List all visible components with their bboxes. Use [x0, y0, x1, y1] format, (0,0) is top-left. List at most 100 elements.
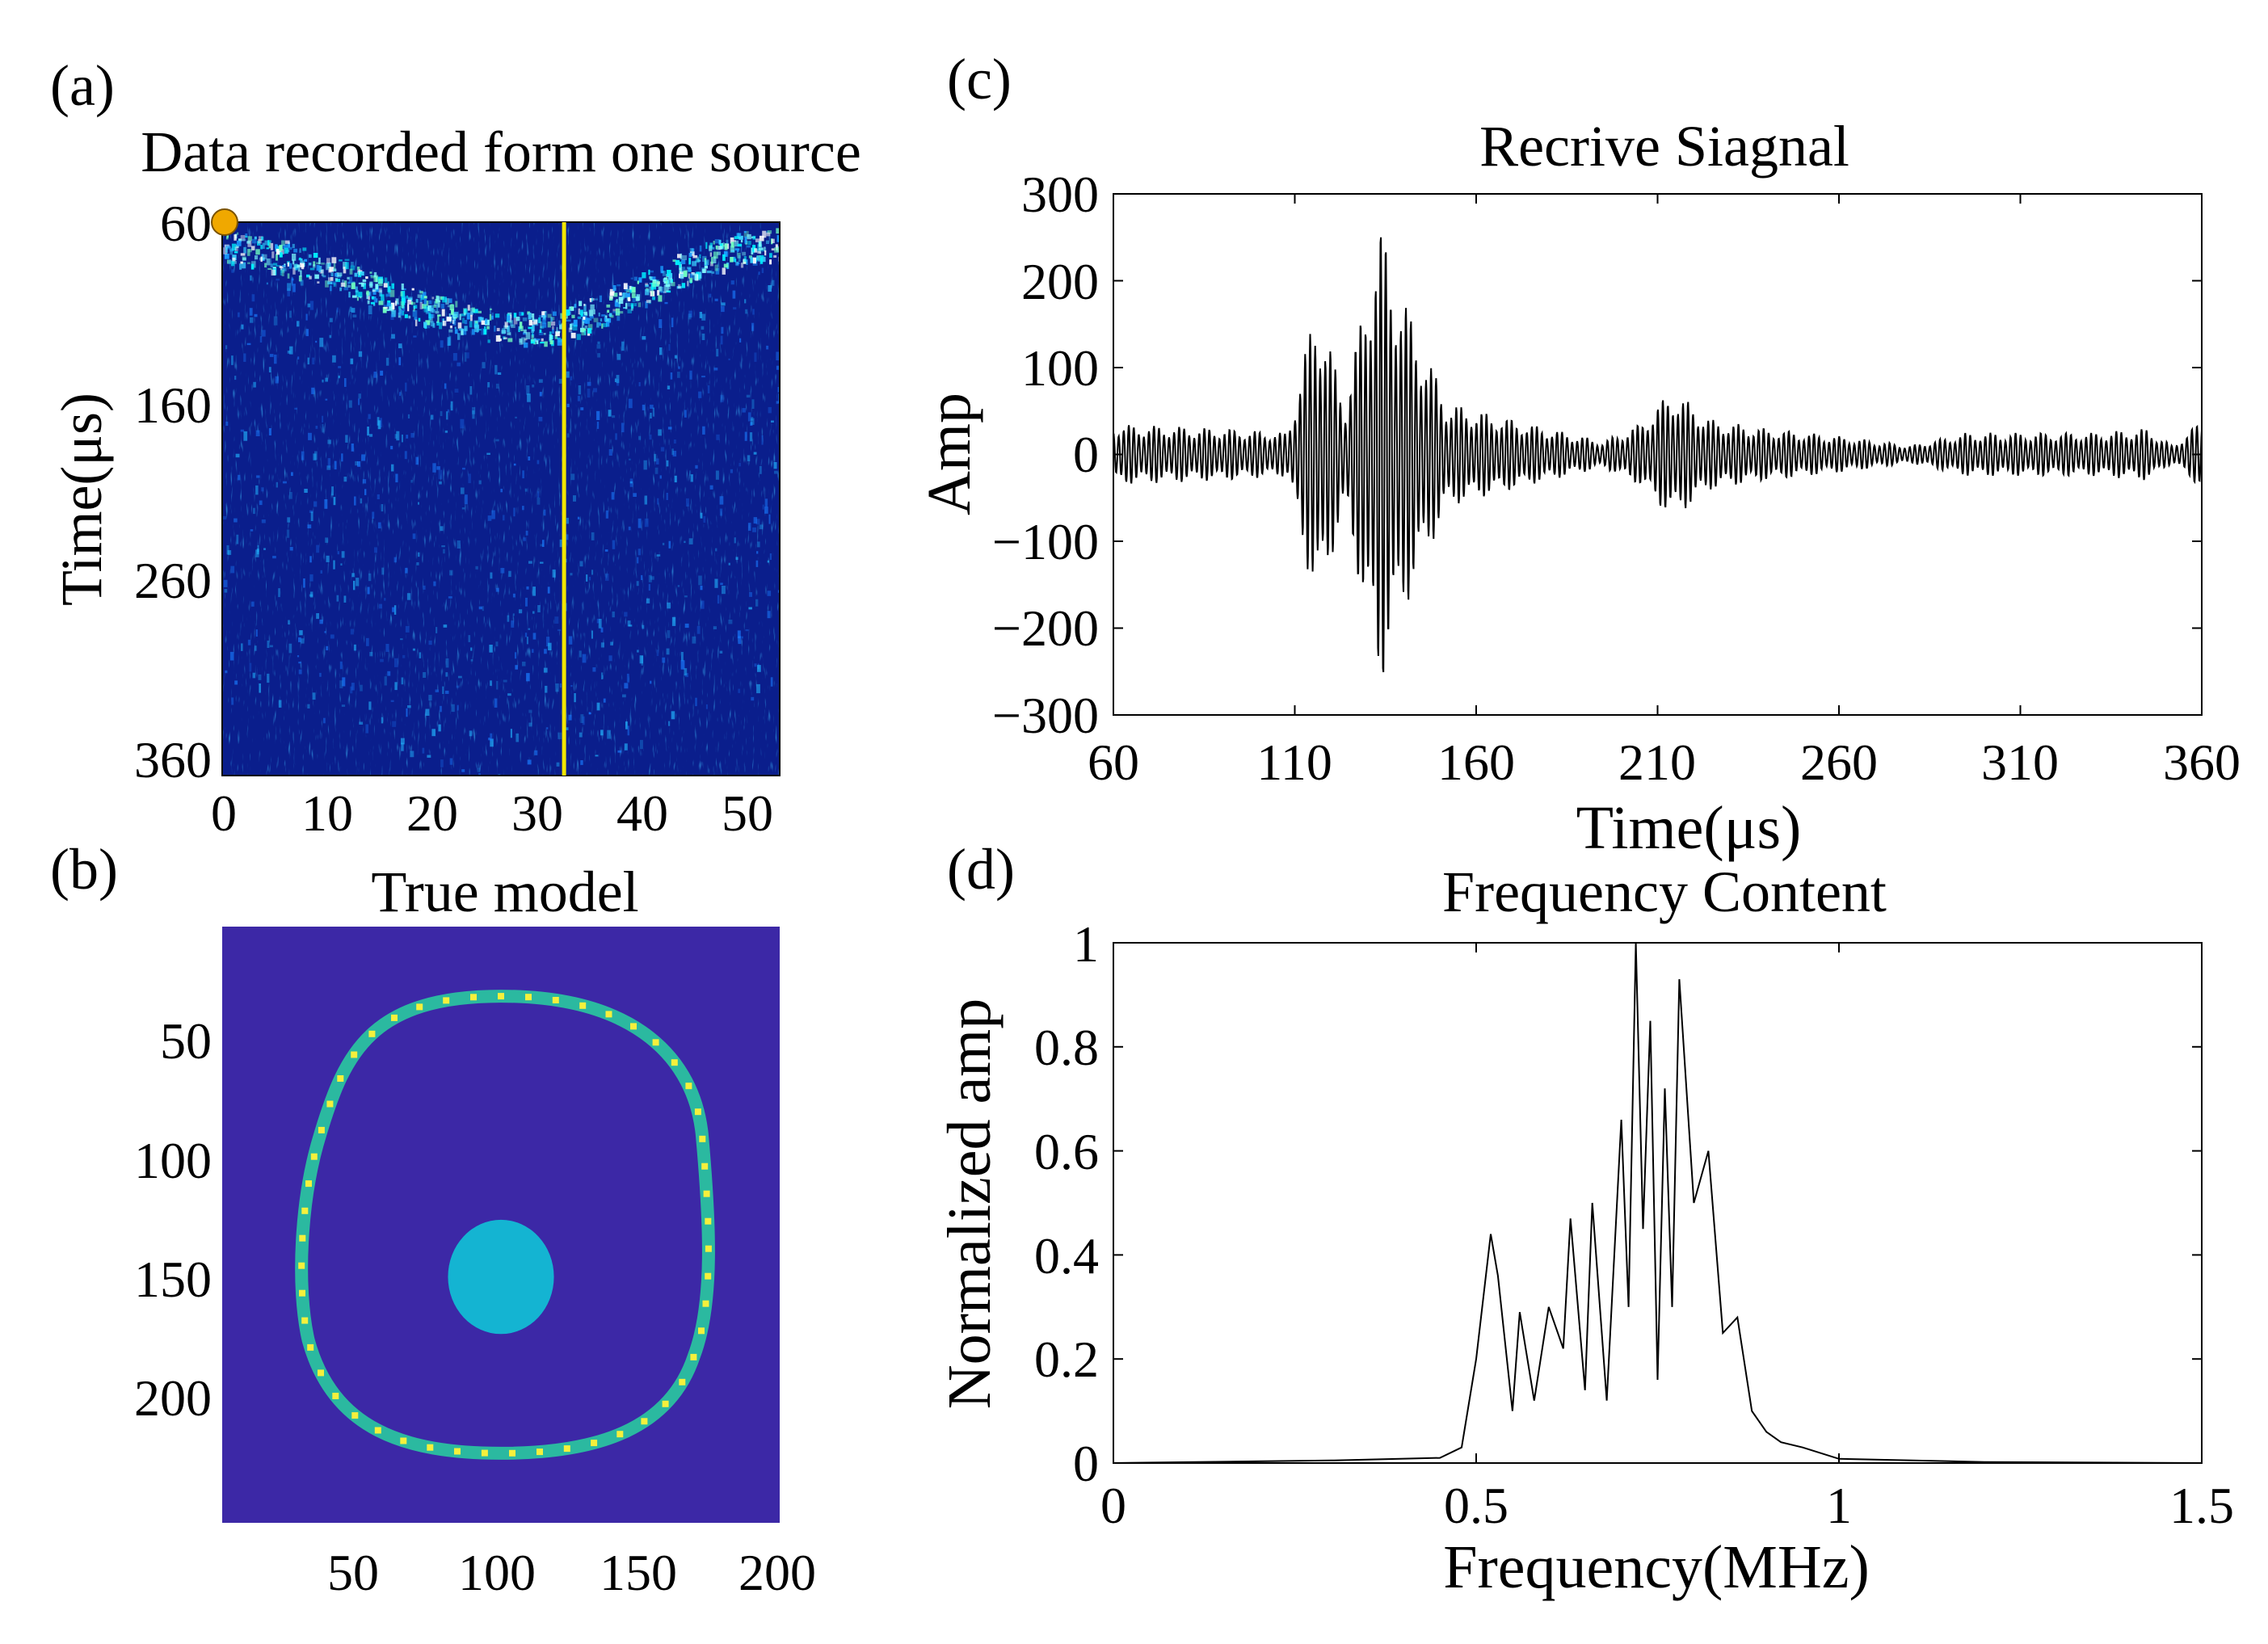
panel-a-scatter-speckle — [698, 575, 702, 586]
panel-a-arrival-speckle — [473, 309, 478, 313]
panel-a-arrival-speckle — [540, 321, 542, 329]
panel-a-scatter-speckle — [559, 539, 562, 548]
panel-a-arrival-speckle — [649, 282, 652, 284]
panel-a-scatter-speckle — [309, 301, 314, 310]
panel-a-arrival-speckle — [507, 332, 511, 335]
panel-a-scatter-speckle — [358, 398, 360, 406]
panel-a-scatter-speckle — [423, 585, 426, 590]
panel-a-scatter-speckle — [527, 759, 532, 765]
panel-a-arrival-speckle — [769, 253, 772, 259]
panel-a-scatter-speckle — [223, 579, 228, 587]
panel-a-xtick-label: 40 — [616, 784, 668, 842]
panel-d-ylabel: Normalized amp — [936, 999, 1004, 1410]
panel-a-arrival-speckle — [293, 265, 299, 270]
panel-d-frame — [1113, 942, 2203, 1464]
panel-a-arrival-speckle — [225, 246, 228, 254]
panel-b: (b) True model 50 100 150 200 50 100 150… — [50, 837, 816, 1601]
panel-a-arrival-speckle — [427, 309, 429, 314]
panel-a-scatter-speckle — [528, 456, 531, 460]
panel-a-arrival-speckle — [519, 311, 524, 317]
panel-a-scatter-speckle — [721, 306, 725, 313]
panel-c-xtick-label: 110 — [1256, 734, 1332, 791]
panel-a-arrival-speckle — [496, 327, 500, 331]
panel-a-scatter-speckle — [398, 343, 402, 349]
panel-a-arrival-speckle — [322, 275, 326, 278]
panel-a-scatter-speckle — [478, 773, 481, 776]
panel-a-arrival-speckle — [234, 251, 238, 254]
panel-a-arrival-speckle — [378, 288, 382, 293]
panel-a-arrival-speckle — [660, 291, 665, 293]
panel-a-arrival-speckle — [411, 288, 414, 291]
panel-a-arrival-speckle — [680, 253, 683, 260]
panel-a-scatter-speckle — [325, 398, 328, 401]
panel-a-arrival-speckle — [612, 309, 617, 312]
panel-a-arrival-speckle — [484, 326, 486, 330]
panel-a-arrival-speckle — [448, 298, 452, 303]
panel-b-receiver — [301, 1317, 309, 1324]
panel-a-scatter-speckle — [608, 449, 612, 456]
panel-a-arrival-speckle — [709, 246, 713, 252]
panel-a-arrival-speckle — [494, 326, 496, 332]
panel-a-scatter-speckle — [454, 389, 459, 393]
panel-a-scatter-speckle — [508, 570, 511, 578]
panel-a-scatter-speckle — [336, 595, 339, 602]
panel-a-scatter-speckle — [297, 321, 300, 327]
panel-a-scatter-speckle — [658, 429, 662, 436]
panel-a-arrival-speckle — [313, 264, 316, 268]
panel-a-arrival-speckle — [316, 265, 320, 271]
panel-a-arrival-speckle — [301, 263, 305, 270]
panel-a-arrival-speckle — [711, 257, 713, 264]
panel-a-scatter-speckle — [688, 538, 693, 544]
panel-a-arrival-speckle — [585, 317, 590, 324]
panel-a-arrival-speckle — [495, 335, 501, 342]
panel-a-arrival-speckle — [642, 272, 646, 279]
panel-a-scatter-speckle — [298, 637, 301, 642]
panel-a-arrival-speckle — [722, 254, 726, 261]
panel-a-scatter-speckle — [381, 504, 384, 512]
panel-a-scatter-speckle — [528, 628, 531, 630]
panel-a-scatter-speckle — [431, 729, 436, 737]
panel-a-scatter-speckle — [688, 310, 692, 317]
panel-a-scatter-speckle — [227, 550, 232, 555]
panel-a-scatter-speckle — [684, 595, 688, 598]
panel-a-scatter-speckle — [762, 504, 764, 510]
panel-a-scatter-speckle — [757, 665, 761, 672]
panel-a-arrival-speckle — [270, 263, 273, 267]
panel-a-arrival-speckle — [481, 320, 485, 326]
panel-a-arrival-speckle — [723, 263, 729, 268]
panel-b-receivers — [298, 993, 712, 1457]
panel-a-arrival-speckle — [439, 322, 443, 330]
panel-b-receiver — [454, 1448, 461, 1455]
panel-a-scatter-speckle — [445, 658, 449, 668]
panel-a-arrival-speckle — [543, 311, 547, 313]
panel-a-arrival-speckle — [627, 296, 631, 301]
panel-a-arrival-speckle — [704, 265, 708, 269]
panel-a-scatter-speckle — [579, 732, 583, 738]
panel-a-scatter-speckle — [339, 680, 343, 688]
panel-a-arrival-speckle — [279, 252, 283, 258]
panel-a-arrival-speckle — [570, 332, 576, 338]
panel-b-receiver — [307, 1343, 314, 1351]
panel-b-receiver — [579, 1002, 587, 1009]
panel-a-arrival-speckle — [400, 301, 405, 308]
panel-a-scatter-speckle — [624, 612, 628, 617]
panel-a-scatter-speckle — [357, 461, 360, 467]
panel-a-arrival-speckle — [389, 304, 393, 311]
panel-a-scatter-speckle — [568, 636, 573, 645]
panel-a-arrival-speckle — [552, 329, 554, 334]
panel-a-arrival-speckle — [663, 284, 669, 292]
panel-a-arrival-speckle — [752, 235, 756, 240]
panel-a-scatter-speckle — [451, 704, 455, 713]
panel-a-scatter-speckle — [644, 518, 649, 528]
panel-a-arrival-speckle — [539, 329, 542, 333]
panel-a-scatter-speckle — [637, 518, 642, 528]
panel-a-scatter-speckle — [752, 527, 756, 532]
panel-c-xticks: 60 110 160 210 260 310 360 — [1088, 734, 2241, 791]
panel-a-arrival-speckle — [436, 305, 439, 312]
panel-a-arrival-speckle — [326, 263, 330, 271]
panel-a-scatter-speckle — [600, 642, 604, 648]
panel-a-scatter-speckle — [263, 548, 266, 550]
panel-a-arrival-speckle — [232, 254, 237, 260]
panel-a-arrival-speckle — [490, 308, 492, 310]
panel-a-arrival-speckle — [625, 293, 630, 297]
